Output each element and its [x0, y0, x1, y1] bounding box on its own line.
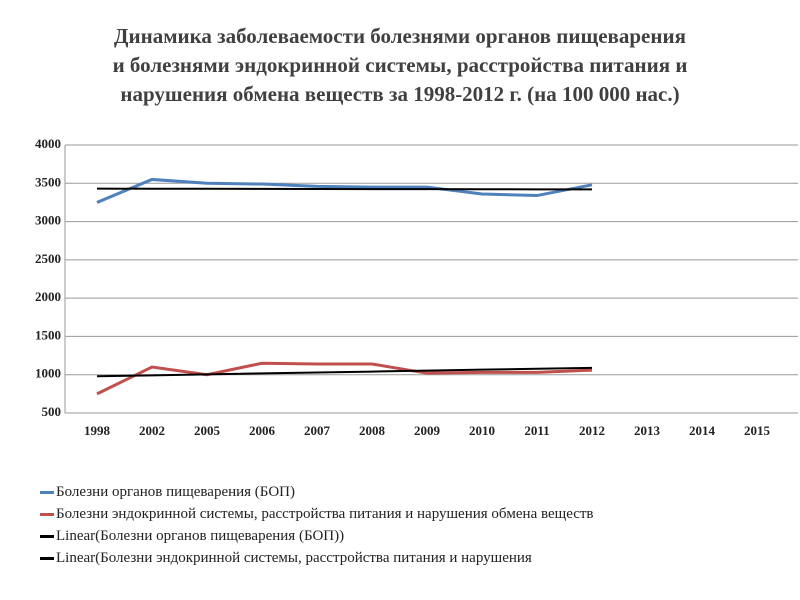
x-tick-label: 2008 — [359, 423, 386, 438]
y-tick-label: 3500 — [35, 174, 61, 189]
y-tick-label: 1500 — [35, 327, 61, 342]
legend-swatch — [40, 557, 54, 560]
y-tick-label: 3000 — [35, 213, 61, 228]
x-tick-label: 2014 — [689, 423, 716, 438]
x-tick-label: 2012 — [579, 423, 605, 438]
x-tick-label: 2002 — [139, 423, 165, 438]
legend-swatch — [40, 513, 54, 516]
title-line: нарушения обмена веществ за 1998-2012 г.… — [120, 82, 680, 106]
y-tick-label: 500 — [42, 404, 62, 419]
legend-entry: Болезни органов пищеварения (БОП) — [40, 482, 760, 502]
legend-label: Linear(Болезни эндокринной системы, расс… — [56, 550, 532, 566]
y-tick-label: 2500 — [35, 251, 61, 266]
legend-entry: Linear(Болезни органов пищеварения (БОП)… — [40, 526, 760, 546]
x-tick-label: 2009 — [414, 423, 441, 438]
legend-label: Болезни эндокринной системы, расстройств… — [56, 506, 594, 522]
legend-label: Болезни органов пищеварения (БОП) — [56, 484, 295, 500]
y-tick-label: 1000 — [35, 366, 61, 381]
x-tick-label: 2011 — [524, 423, 549, 438]
title-line: и болезнями эндокринной системы, расстро… — [112, 53, 688, 77]
legend-entry: Болезни эндокринной системы, расстройств… — [40, 504, 760, 524]
series-line — [96, 366, 593, 378]
legend: Болезни органов пищеварения (БОП) Болезни… — [40, 482, 760, 570]
series-line — [96, 361, 593, 396]
y-tick-label: 2000 — [35, 289, 61, 304]
x-tick-label: 2010 — [469, 423, 495, 438]
legend-swatch — [40, 491, 54, 494]
series-line — [96, 187, 593, 191]
x-tick-label: 2007 — [304, 423, 331, 438]
x-tick-label: 2015 — [744, 423, 771, 438]
x-tick-label: 2005 — [194, 423, 221, 438]
title-line: Динамика заболеваемости болезнями органо… — [114, 24, 686, 48]
y-tick-label: 4000 — [35, 136, 61, 151]
x-tick-label: 1998 — [84, 423, 111, 438]
legend-label: Linear(Болезни органов пищеварения (БОП)… — [56, 528, 345, 544]
chart-title: Динамика заболеваемости болезнями органо… — [0, 22, 800, 109]
legend-swatch — [40, 535, 54, 538]
x-tick-label: 2013 — [634, 423, 661, 438]
series-line — [96, 177, 593, 204]
x-tick-label: 2006 — [249, 423, 276, 438]
legend-entry: Linear(Болезни эндокринной системы, расс… — [40, 548, 760, 568]
